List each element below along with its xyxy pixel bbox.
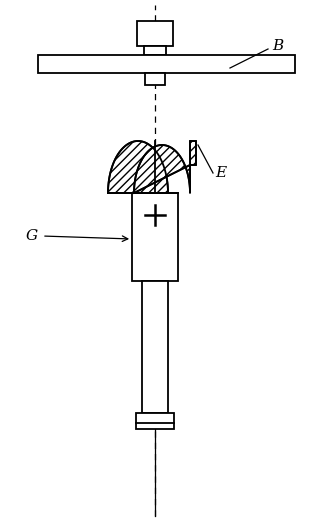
Text: B: B xyxy=(272,39,283,53)
Polygon shape xyxy=(38,55,295,73)
Polygon shape xyxy=(142,281,168,413)
Text: E: E xyxy=(215,166,226,180)
Polygon shape xyxy=(145,73,165,85)
Polygon shape xyxy=(136,413,174,429)
Polygon shape xyxy=(144,46,166,55)
Polygon shape xyxy=(108,141,168,193)
Text: G: G xyxy=(26,229,38,243)
Polygon shape xyxy=(137,21,173,46)
Polygon shape xyxy=(132,193,178,281)
Polygon shape xyxy=(134,141,196,193)
